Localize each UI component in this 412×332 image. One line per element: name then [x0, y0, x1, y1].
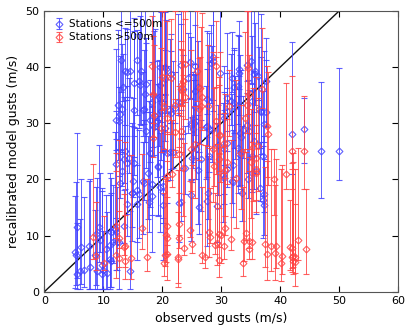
Y-axis label: recalibrated model gusts (m/s): recalibrated model gusts (m/s) — [7, 55, 20, 248]
Legend: Stations <=500m, Stations >500m: Stations <=500m, Stations >500m — [50, 16, 166, 45]
X-axis label: observed gusts (m/s): observed gusts (m/s) — [155, 312, 288, 325]
